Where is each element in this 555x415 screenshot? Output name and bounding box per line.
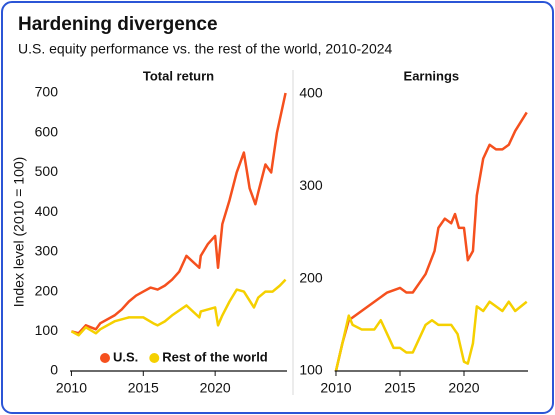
subtitle: U.S. equity performance vs. the rest of … — [18, 41, 393, 57]
x-tick-label: 2015 — [384, 380, 415, 396]
title: Hardening divergence — [18, 14, 218, 35]
y-tick-label: 400 — [35, 203, 59, 219]
series-line — [71, 92, 287, 335]
y-axis-label: Index level (2010 = 100) — [11, 157, 27, 308]
legend-marker — [100, 353, 110, 363]
x-tick-label: 2020 — [448, 380, 479, 396]
y-tick-label: 0 — [50, 362, 58, 378]
x-tick-label: 2010 — [56, 380, 87, 396]
y-tick-label: 500 — [35, 163, 59, 179]
x-tick-label: 2010 — [320, 380, 351, 396]
legend-label: U.S. — [113, 349, 138, 364]
y-tick-label: 300 — [35, 243, 59, 259]
y-tick-label: 700 — [35, 84, 59, 100]
panel-title: Earnings — [404, 68, 460, 83]
y-tick-label: 400 — [299, 85, 323, 101]
legend-marker — [149, 353, 160, 363]
y-tick-label: 200 — [35, 282, 59, 298]
y-tick-label: 200 — [299, 269, 323, 285]
x-tick-label: 2020 — [200, 380, 231, 396]
y-tick-label: 100 — [299, 362, 323, 378]
series-line — [334, 300, 528, 372]
x-tick-label: 2015 — [128, 380, 159, 396]
series-line — [70, 278, 287, 337]
panel-title: Total return — [143, 68, 214, 83]
y-tick-label: 600 — [35, 123, 59, 139]
series-line — [334, 111, 528, 372]
y-tick-label: 300 — [299, 177, 323, 193]
y-tick-label: 100 — [35, 322, 59, 338]
legend-label: Rest of the world — [162, 349, 268, 364]
